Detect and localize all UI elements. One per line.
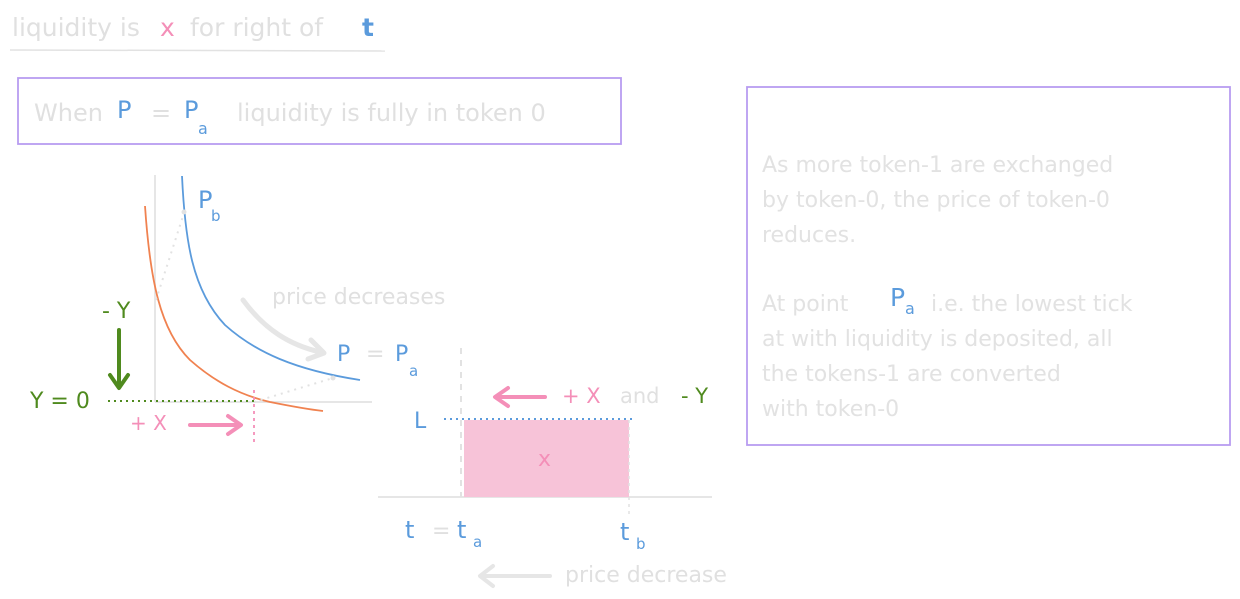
tb-label-sub: b: [636, 535, 646, 553]
left-graph: P b - Y Y = 0 + X price decreases P = P …: [29, 175, 445, 444]
ta-label-sub: a: [473, 533, 482, 551]
and-label: and: [620, 384, 660, 408]
top-box-pa-base: P: [184, 96, 198, 124]
price-decreases-label: price decreases: [272, 285, 445, 310]
price-decreases-arrow-shaft: [240, 297, 323, 355]
ta-label-base: t: [457, 516, 466, 544]
price-decrease-label: price decrease: [565, 563, 727, 588]
p-eq-pa-p: P: [337, 342, 350, 367]
side-note-paragraph-2: at with liquidity is deposited, all the …: [762, 327, 1113, 422]
title-t-symbol: t: [362, 13, 374, 42]
top-box-when: When: [34, 99, 103, 127]
top-box-border: [17, 77, 622, 145]
pb-point: [181, 209, 187, 215]
dotted-pa-line: [253, 377, 334, 403]
side-note-paragraph-1: As more token-1 are exchanged by token-0…: [762, 153, 1114, 248]
pink-left-arrow-head: [493, 386, 510, 408]
pb-label-sub: b: [211, 207, 221, 225]
side-note-border: [746, 86, 1231, 446]
pa-point: [330, 375, 336, 381]
side-note-pa-sub: a: [905, 299, 915, 318]
title-x-symbol: x: [160, 13, 175, 42]
top-box-pa-sub: a: [198, 119, 208, 138]
plus-x-label: + X: [130, 411, 167, 435]
pb-label-base: P: [198, 186, 212, 214]
t-eq-label: =: [432, 519, 450, 544]
t-label: t: [405, 516, 414, 544]
top-box-eq: =: [151, 99, 171, 127]
p-eq-pa-base: P: [395, 342, 408, 367]
l-label: L: [414, 409, 427, 434]
green-down-arrow-head: [108, 373, 130, 390]
title-text-1: liquidity is: [12, 13, 140, 42]
price-decrease-arrow-head: [478, 564, 495, 588]
side-note-pa-base: P: [890, 283, 905, 312]
liquidity-rect: [464, 420, 629, 497]
blue-curve: [181, 175, 361, 381]
dotted-pb-line: [155, 212, 185, 301]
top-box: When P = P a liquidity is fully in token…: [17, 77, 622, 145]
pink-right-arrow-head: [226, 414, 243, 436]
side-note-line-b: i.e. the lowest tick: [931, 292, 1133, 317]
plus-x-and-label: + X: [562, 384, 601, 408]
minus-y-label: - Y: [102, 299, 131, 324]
top-box-text: liquidity is fully in token 0: [237, 99, 546, 127]
p-eq-pa-eq: =: [366, 342, 384, 367]
top-box-p: P: [117, 96, 131, 124]
orange-curve: [144, 205, 324, 412]
side-note-line-a: At point: [762, 292, 849, 317]
title-text-2: for right of: [190, 13, 324, 42]
y-eq-0-label: Y = 0: [29, 389, 90, 414]
p-eq-pa-sub: a: [409, 362, 418, 380]
tb-label-base: t: [620, 518, 629, 546]
right-graph: L x + X and - Y t = t a t b price decrea…: [378, 348, 727, 588]
price-decreases-arrow-head: [305, 337, 327, 362]
rect-x-label: x: [538, 447, 551, 472]
title: liquidity is x for right of t: [9, 13, 386, 52]
minus-y-right-label: - Y: [681, 384, 708, 408]
title-underline: [9, 49, 386, 52]
